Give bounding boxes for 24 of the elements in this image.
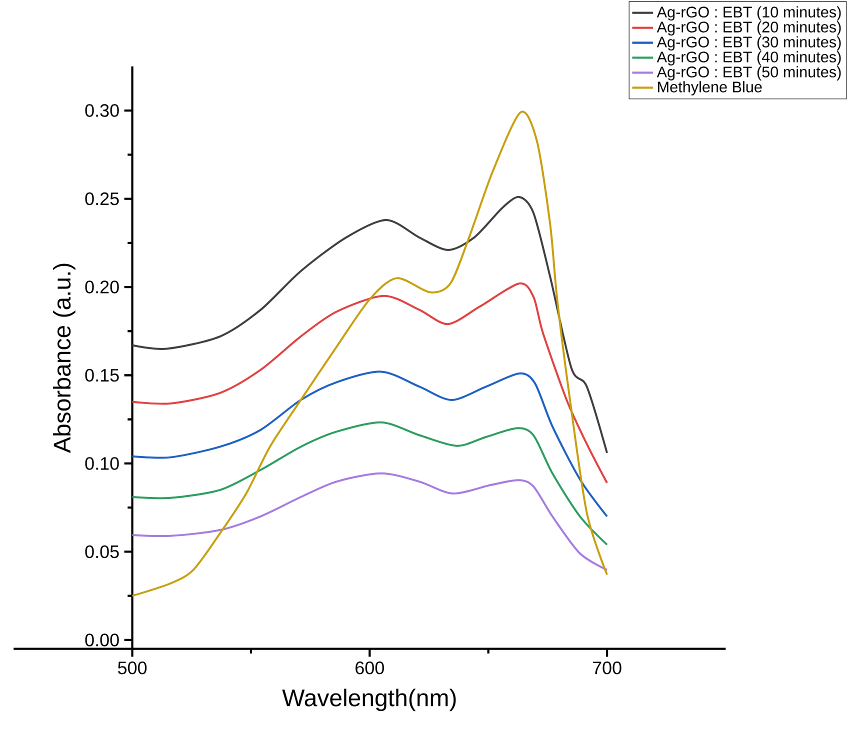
legend-label: Methylene Blue [658,81,762,96]
y-tick-label: 0.10 [85,457,119,470]
line-series [131,421,608,546]
legend-label: Ag-rGO : EBT (30 minutes) [656,36,841,50]
legend-label: Ag-rGO : EBT (20 minutes) [656,21,841,36]
y-tick-label: 0.20 [85,280,119,294]
line-series [131,472,608,571]
y-axis-title: Absorbance (a.u.) [53,264,76,453]
line-series [131,370,608,518]
line-series [131,111,608,597]
y-tick-label: 0.30 [85,104,119,117]
legend-label: Ag-rGO : EBT (40 minutes) [656,51,841,66]
y-tick-label: 0.05 [85,545,119,558]
x-tick-label: 500 [118,662,147,674]
legend-label: Ag-rGO : EBT (10 minutes) [656,6,841,21]
x-tick-label: 600 [356,662,384,674]
x-axis-title: Wavelength(nm) [282,688,456,712]
line-series [131,196,608,454]
y-tick-label: 0.15 [85,368,119,382]
y-tick-label: 0.25 [85,192,119,206]
x-tick-label: 700 [592,662,622,674]
y-tick-label: 0.00 [85,634,119,646]
legend-label: Ag-rGO : EBT (50 minutes) [656,66,841,80]
line-series [131,282,608,484]
